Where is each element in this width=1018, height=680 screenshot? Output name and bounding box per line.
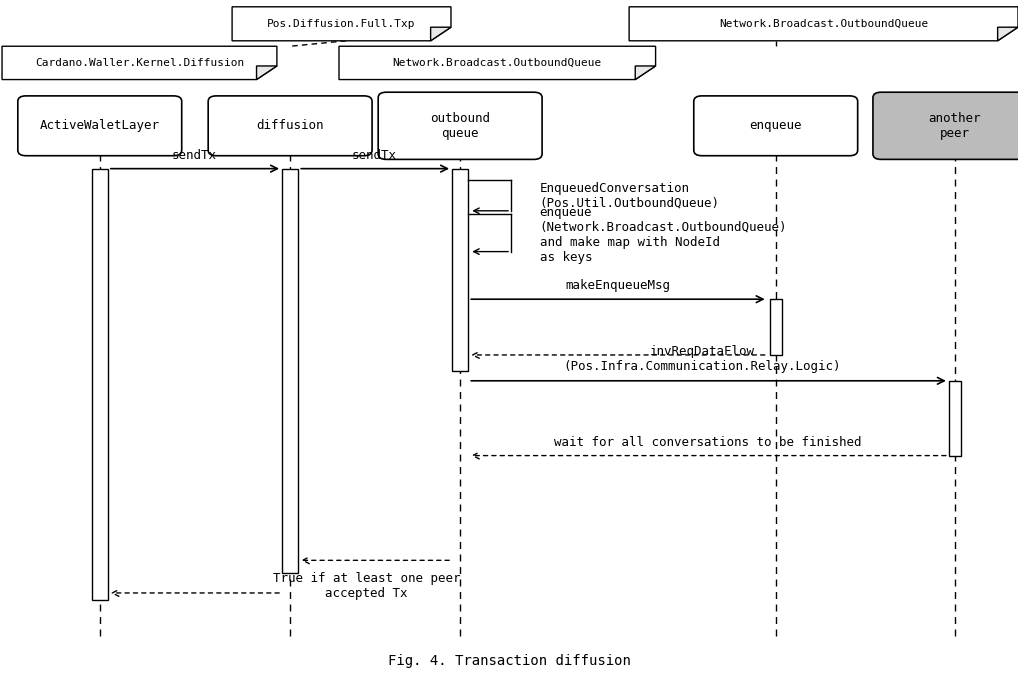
Text: Pos.Diffusion.Full.Txp: Pos.Diffusion.Full.Txp [268, 19, 415, 29]
Text: sendTx: sendTx [352, 149, 397, 162]
FancyBboxPatch shape [18, 96, 181, 156]
Text: another
peer: another peer [928, 112, 981, 140]
Text: invReqDataFlow
(Pos.Infra.Communication.Relay.Logic): invReqDataFlow (Pos.Infra.Communication.… [564, 345, 841, 373]
Text: diffusion: diffusion [257, 119, 324, 133]
Text: Fig. 4. Transaction diffusion: Fig. 4. Transaction diffusion [388, 654, 630, 668]
Text: enqueue
(Network.Broadcast.OutboundQueue)
and make map with NodeId
as keys: enqueue (Network.Broadcast.OutboundQueue… [540, 205, 787, 264]
FancyBboxPatch shape [872, 92, 1018, 159]
Polygon shape [339, 46, 656, 80]
Polygon shape [232, 7, 451, 41]
Text: makeEnqueueMsg: makeEnqueueMsg [565, 279, 671, 292]
FancyBboxPatch shape [693, 96, 857, 156]
Text: outbound
queue: outbound queue [431, 112, 490, 140]
Text: Network.Broadcast.OutboundQueue: Network.Broadcast.OutboundQueue [719, 19, 928, 29]
Bar [949, 381, 961, 456]
Text: ActiveWaletLayer: ActiveWaletLayer [40, 119, 160, 133]
Polygon shape [257, 66, 277, 80]
Bar [282, 169, 298, 573]
FancyBboxPatch shape [208, 96, 372, 156]
Bar [92, 169, 108, 600]
Text: True if at least one peer
accepted Tx: True if at least one peer accepted Tx [273, 572, 460, 600]
Polygon shape [635, 66, 656, 80]
Polygon shape [2, 46, 277, 80]
FancyBboxPatch shape [379, 92, 542, 159]
Polygon shape [431, 27, 451, 41]
Text: EnqueuedConversation
(Pos.Util.OutboundQueue): EnqueuedConversation (Pos.Util.OutboundQ… [540, 182, 720, 210]
Text: Network.Broadcast.OutboundQueue: Network.Broadcast.OutboundQueue [393, 58, 602, 68]
Bar [770, 299, 782, 355]
Text: Cardano.Waller.Kernel.Diffusion: Cardano.Waller.Kernel.Diffusion [35, 58, 244, 68]
Text: sendTx: sendTx [172, 149, 217, 162]
Bar [452, 169, 468, 371]
Text: enqueue: enqueue [749, 119, 802, 133]
Text: wait for all conversations to be finished: wait for all conversations to be finishe… [554, 436, 861, 449]
Polygon shape [629, 7, 1018, 41]
Polygon shape [998, 27, 1018, 41]
